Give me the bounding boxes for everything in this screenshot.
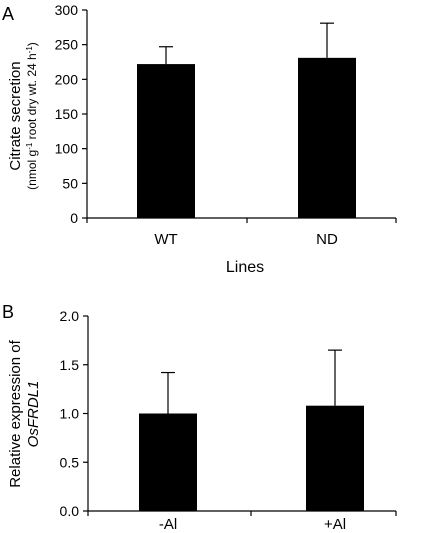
panel-a-y-axis-label: Citrate secretion (nmol g-1 root dry wt.…: [7, 42, 39, 190]
panel-b-y-tick-label: 2.0: [60, 308, 80, 324]
panel-b-label: B: [2, 302, 14, 322]
panel-a-category-label: WT: [154, 231, 177, 248]
panel-a-y-tick-label: 250: [55, 37, 79, 53]
panel-a-label: A: [2, 4, 14, 24]
panel-a-bar: [137, 64, 195, 218]
panel-a-ylabel-part3: ): [25, 42, 39, 46]
panel-b-y-tick-label: 1.0: [60, 406, 80, 422]
panel-a-plot-area: 0 50 100 150 200 250 300 WT ND: [55, 2, 397, 248]
panel-b-y-axis-label-line2: OsFRDL1: [25, 381, 42, 448]
panel-a-chart: A Citrate secretion (nmol g-1 root dry w…: [2, 2, 397, 276]
panel-b-y-tick-label: 0.0: [60, 503, 80, 519]
panel-b-y-axis-label: Relative expression of OsFRDL1: [7, 339, 42, 487]
panel-b-plot-area: 0.0 0.5 1.0 1.5 2.0 -Al +Al: [60, 308, 397, 533]
panel-a-x-axis-label: Lines: [226, 259, 264, 276]
panel-a-y-tick-label: 100: [55, 141, 79, 157]
panel-b-bar: [306, 405, 364, 511]
panel-a-ylabel-part2: root dry wt. 24 h: [25, 53, 39, 142]
panel-a-y-axis-label-line1: Citrate secretion: [7, 61, 24, 170]
panel-b-y-tick-label: 1.5: [60, 357, 80, 373]
panel-a-category-label: ND: [316, 231, 338, 248]
panel-b-category-label: -Al: [159, 516, 177, 533]
panel-a-y-tick-label: 200: [55, 71, 79, 87]
panel-b-y-axis-label-line1: Relative expression of: [7, 339, 24, 487]
panel-b-chart: B Relative expression of OsFRDL1 0.0 0.5 1…: [2, 302, 397, 533]
panel-a-ylabel-part1: (nmol g: [25, 150, 39, 190]
panel-a-y-tick-label: 300: [55, 2, 79, 18]
panel-b-y-tick-label: 0.5: [60, 454, 80, 470]
panel-a-ylabel-sup1: -1: [25, 142, 34, 150]
panel-a-y-tick-label: 50: [62, 175, 78, 191]
panel-b-category-label: +Al: [324, 516, 346, 533]
panel-a-bar: [298, 57, 356, 219]
panel-a-ylabel-sup2: -1: [25, 46, 34, 54]
panel-b-bar: [139, 413, 197, 511]
panel-a-y-tick-label: 150: [55, 106, 79, 122]
panel-a-y-axis-label-line2: (nmol g-1 root dry wt. 24 h-1): [25, 42, 40, 190]
panel-a-y-tick-label: 0: [70, 210, 78, 226]
